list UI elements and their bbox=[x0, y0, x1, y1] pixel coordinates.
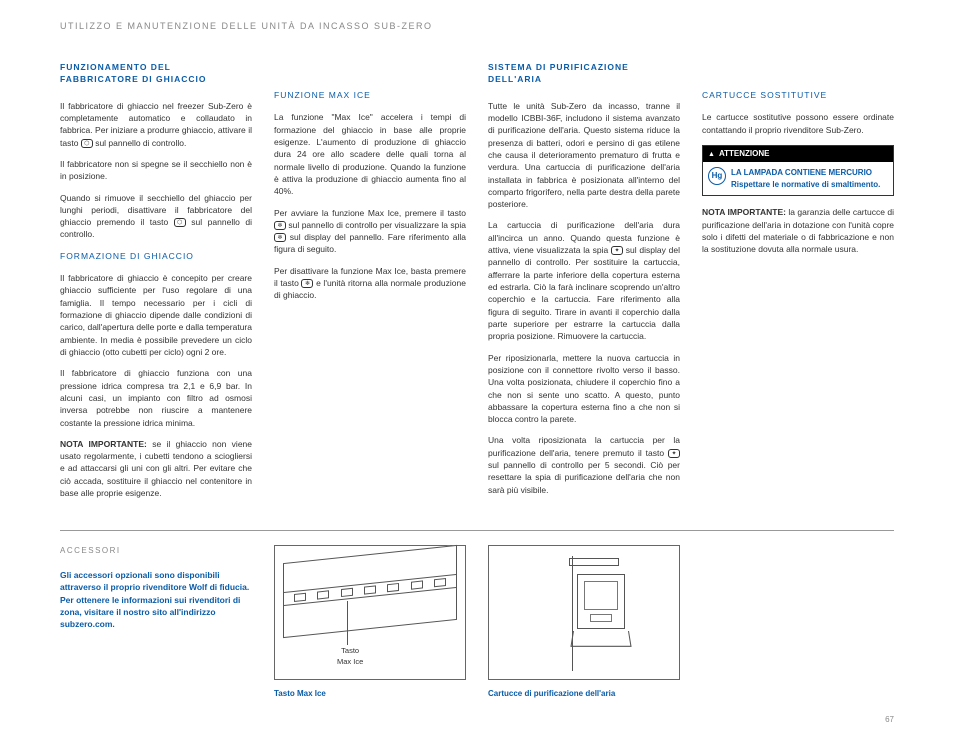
paragraph: La cartuccia di purificazione dell'aria … bbox=[488, 219, 680, 342]
page-number: 67 bbox=[885, 714, 894, 726]
figure-1-callout: Tasto Max Ice bbox=[337, 646, 363, 668]
figure-2-caption: Cartucce di purificazione dell'aria bbox=[488, 688, 680, 700]
ice-button-icon: ⬡ bbox=[174, 218, 186, 227]
ice-button-icon: ⬡ bbox=[81, 139, 93, 148]
air-purification-title: SISTEMA DI PURIFICAZIONE DELL'ARIA bbox=[488, 61, 680, 86]
paragraph: Per riposizionarla, mettere la nuova car… bbox=[488, 352, 680, 426]
accessories-column: ACCESSORI Gli accessori opzionali sono d… bbox=[60, 545, 252, 700]
paragraph: NOTA IMPORTANTE: se il ghiaccio non vien… bbox=[60, 438, 252, 500]
accessories-text: Gli accessori opzionali sono disponibili… bbox=[60, 569, 252, 631]
air-indicator-icon: ✦ bbox=[611, 246, 623, 255]
separator-line bbox=[60, 530, 894, 531]
paragraph: La funzione "Max Ice" accelera i tempi d… bbox=[274, 111, 466, 197]
column-4: CARTUCCE SOSTITUTIVE Le cartucce sostitu… bbox=[702, 61, 894, 508]
ice-maker-title: FUNZIONAMENTO DEL FABBRICATORE DI GHIACC… bbox=[60, 61, 252, 86]
max-ice-button-icon: ❄ bbox=[274, 221, 286, 230]
paragraph: NOTA IMPORTANTE: la garanzia delle cartu… bbox=[702, 206, 894, 255]
column-3: SISTEMA DI PURIFICAZIONE DELL'ARIA Tutte… bbox=[488, 61, 680, 508]
air-button-icon: ✦ bbox=[668, 449, 680, 458]
warning-header: ATTENZIONE bbox=[703, 146, 893, 162]
page-header: UTILIZZO E MANUTENZIONE DELLE UNITÀ DA I… bbox=[60, 20, 894, 33]
ice-formation-subtitle: FORMAZIONE DI GHIACCIO bbox=[60, 250, 252, 262]
warning-body: Hg LA LAMPADA CONTIENE MERCURIO Rispetta… bbox=[703, 162, 893, 195]
column-2: FUNZIONE MAX ICE La funzione "Max Ice" a… bbox=[274, 61, 466, 508]
paragraph: Il fabbricatore di ghiaccio funziona con… bbox=[60, 367, 252, 429]
max-ice-subtitle: FUNZIONE MAX ICE bbox=[274, 89, 466, 101]
max-ice-indicator-icon: ❄ bbox=[274, 233, 286, 242]
paragraph: Il fabbricatore non si spegne se il secc… bbox=[60, 158, 252, 183]
accessories-title: ACCESSORI bbox=[60, 545, 252, 557]
warning-box: ATTENZIONE Hg LA LAMPADA CONTIENE MERCUR… bbox=[702, 145, 894, 196]
empty-column bbox=[702, 545, 894, 700]
bottom-grid: ACCESSORI Gli accessori opzionali sono d… bbox=[60, 545, 894, 700]
paragraph: Per avviare la funzione Max Ice, premere… bbox=[274, 207, 466, 256]
main-content-grid: FUNZIONAMENTO DEL FABBRICATORE DI GHIACC… bbox=[60, 61, 894, 508]
mercury-icon: Hg bbox=[708, 167, 726, 185]
paragraph: Il fabbricatore di ghiaccio nel freezer … bbox=[60, 100, 252, 149]
paragraph: Quando si rimuove il secchiello del ghia… bbox=[60, 192, 252, 241]
paragraph: Una volta riposizionata la cartuccia per… bbox=[488, 434, 680, 496]
paragraph: Le cartucce sostitutive possono essere o… bbox=[702, 111, 894, 136]
replacement-cartridge-subtitle: CARTUCCE SOSTITUTIVE bbox=[702, 89, 894, 101]
figure-max-ice-button: Tasto Max Ice bbox=[274, 545, 466, 680]
paragraph: Il fabbricatore di ghiaccio è concepito … bbox=[60, 272, 252, 358]
figure-1-caption: Tasto Max Ice bbox=[274, 688, 466, 700]
max-ice-button-icon: ❄ bbox=[301, 279, 313, 288]
paragraph: Per disattivare la funzione Max Ice, bas… bbox=[274, 265, 466, 302]
column-1: FUNZIONAMENTO DEL FABBRICATORE DI GHIACC… bbox=[60, 61, 252, 508]
figure-1-column: Tasto Max Ice Tasto Max Ice bbox=[274, 545, 466, 700]
figure-air-cartridge bbox=[488, 545, 680, 680]
paragraph: Tutte le unità Sub-Zero da incasso, tran… bbox=[488, 100, 680, 211]
figure-2-column: Cartucce di purificazione dell'aria bbox=[488, 545, 680, 700]
